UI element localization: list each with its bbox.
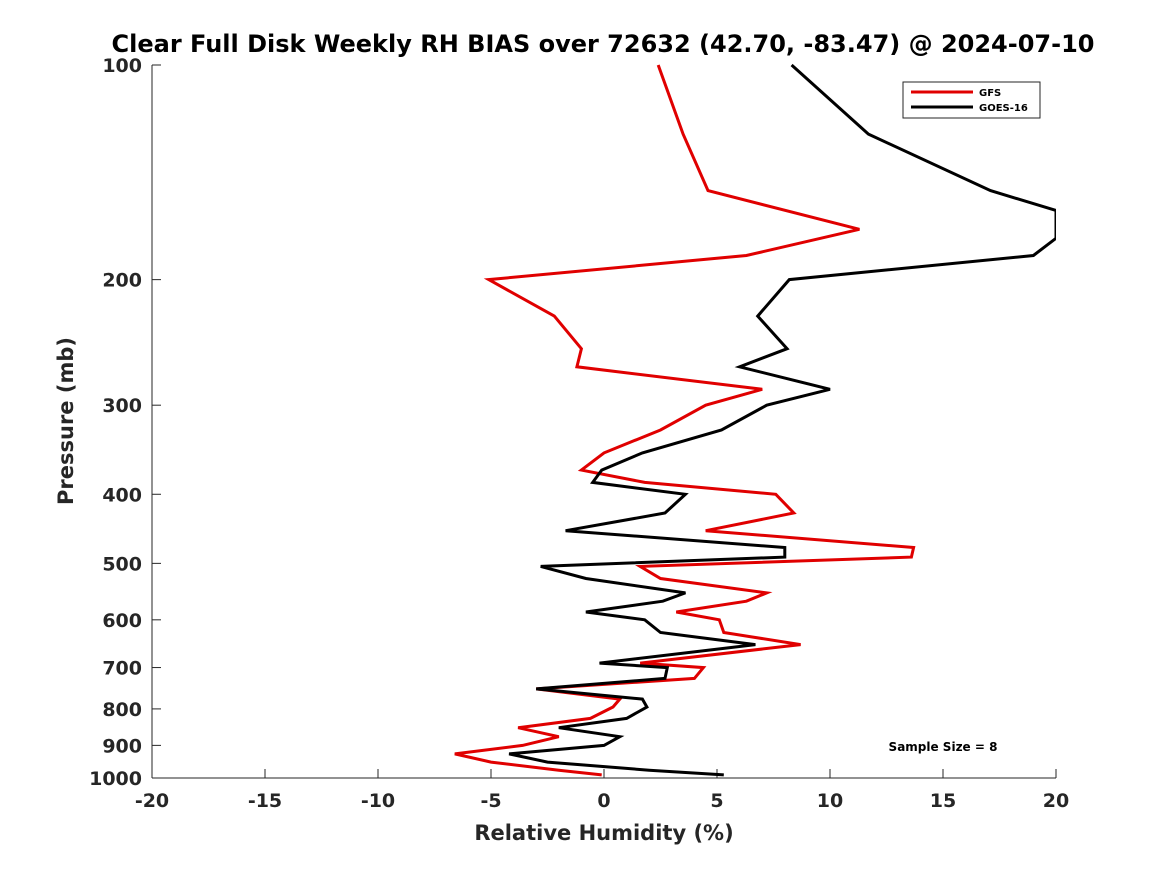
x-tick-label: 15 [930, 790, 956, 812]
x-tick-label: 5 [710, 790, 723, 812]
x-tick-label: -15 [248, 790, 282, 812]
y-tick-label: 500 [102, 553, 142, 575]
legend: GFS GOES-16 [902, 81, 1041, 119]
x-tick-label: 0 [597, 790, 610, 812]
x-tick-label: -5 [480, 790, 501, 812]
x-axis-label: Relative Humidity (%) [474, 821, 733, 845]
x-tick-label: 10 [817, 790, 843, 812]
y-tick-label: 100 [102, 55, 142, 77]
y-tick-label: 700 [102, 658, 142, 680]
y-axis-label: Pressure (mb) [54, 337, 78, 505]
x-tick-label: 20 [1043, 790, 1069, 812]
legend-box [902, 81, 1041, 119]
axes: -20 -15 -10 -5 0 5 10 15 20 100 200 300 400 500 600 700… [89, 55, 1069, 812]
y-tick-label: 600 [102, 610, 142, 632]
series-line-goes16 [508, 63, 1056, 777]
series-line-gfs [454, 64, 916, 777]
y-tick-label: 800 [102, 699, 142, 721]
y-tick-label: 400 [102, 484, 142, 506]
y-tick-label: 200 [102, 270, 142, 292]
sample-size-annotation: Sample Size = 8 [889, 740, 998, 754]
legend-label-goes16: GOES-16 [979, 103, 1028, 114]
legend-label-gfs: GFS [979, 88, 1001, 99]
chart-title: Clear Full Disk Weekly RH BIAS over 7263… [112, 30, 1095, 58]
x-tick-label: -20 [135, 790, 169, 812]
x-tick-label: -10 [361, 790, 395, 812]
series-group [454, 63, 1056, 777]
y-tick-label: 900 [102, 735, 142, 757]
y-tick-label: 300 [102, 395, 142, 417]
y-tick-label: 1000 [89, 768, 142, 790]
